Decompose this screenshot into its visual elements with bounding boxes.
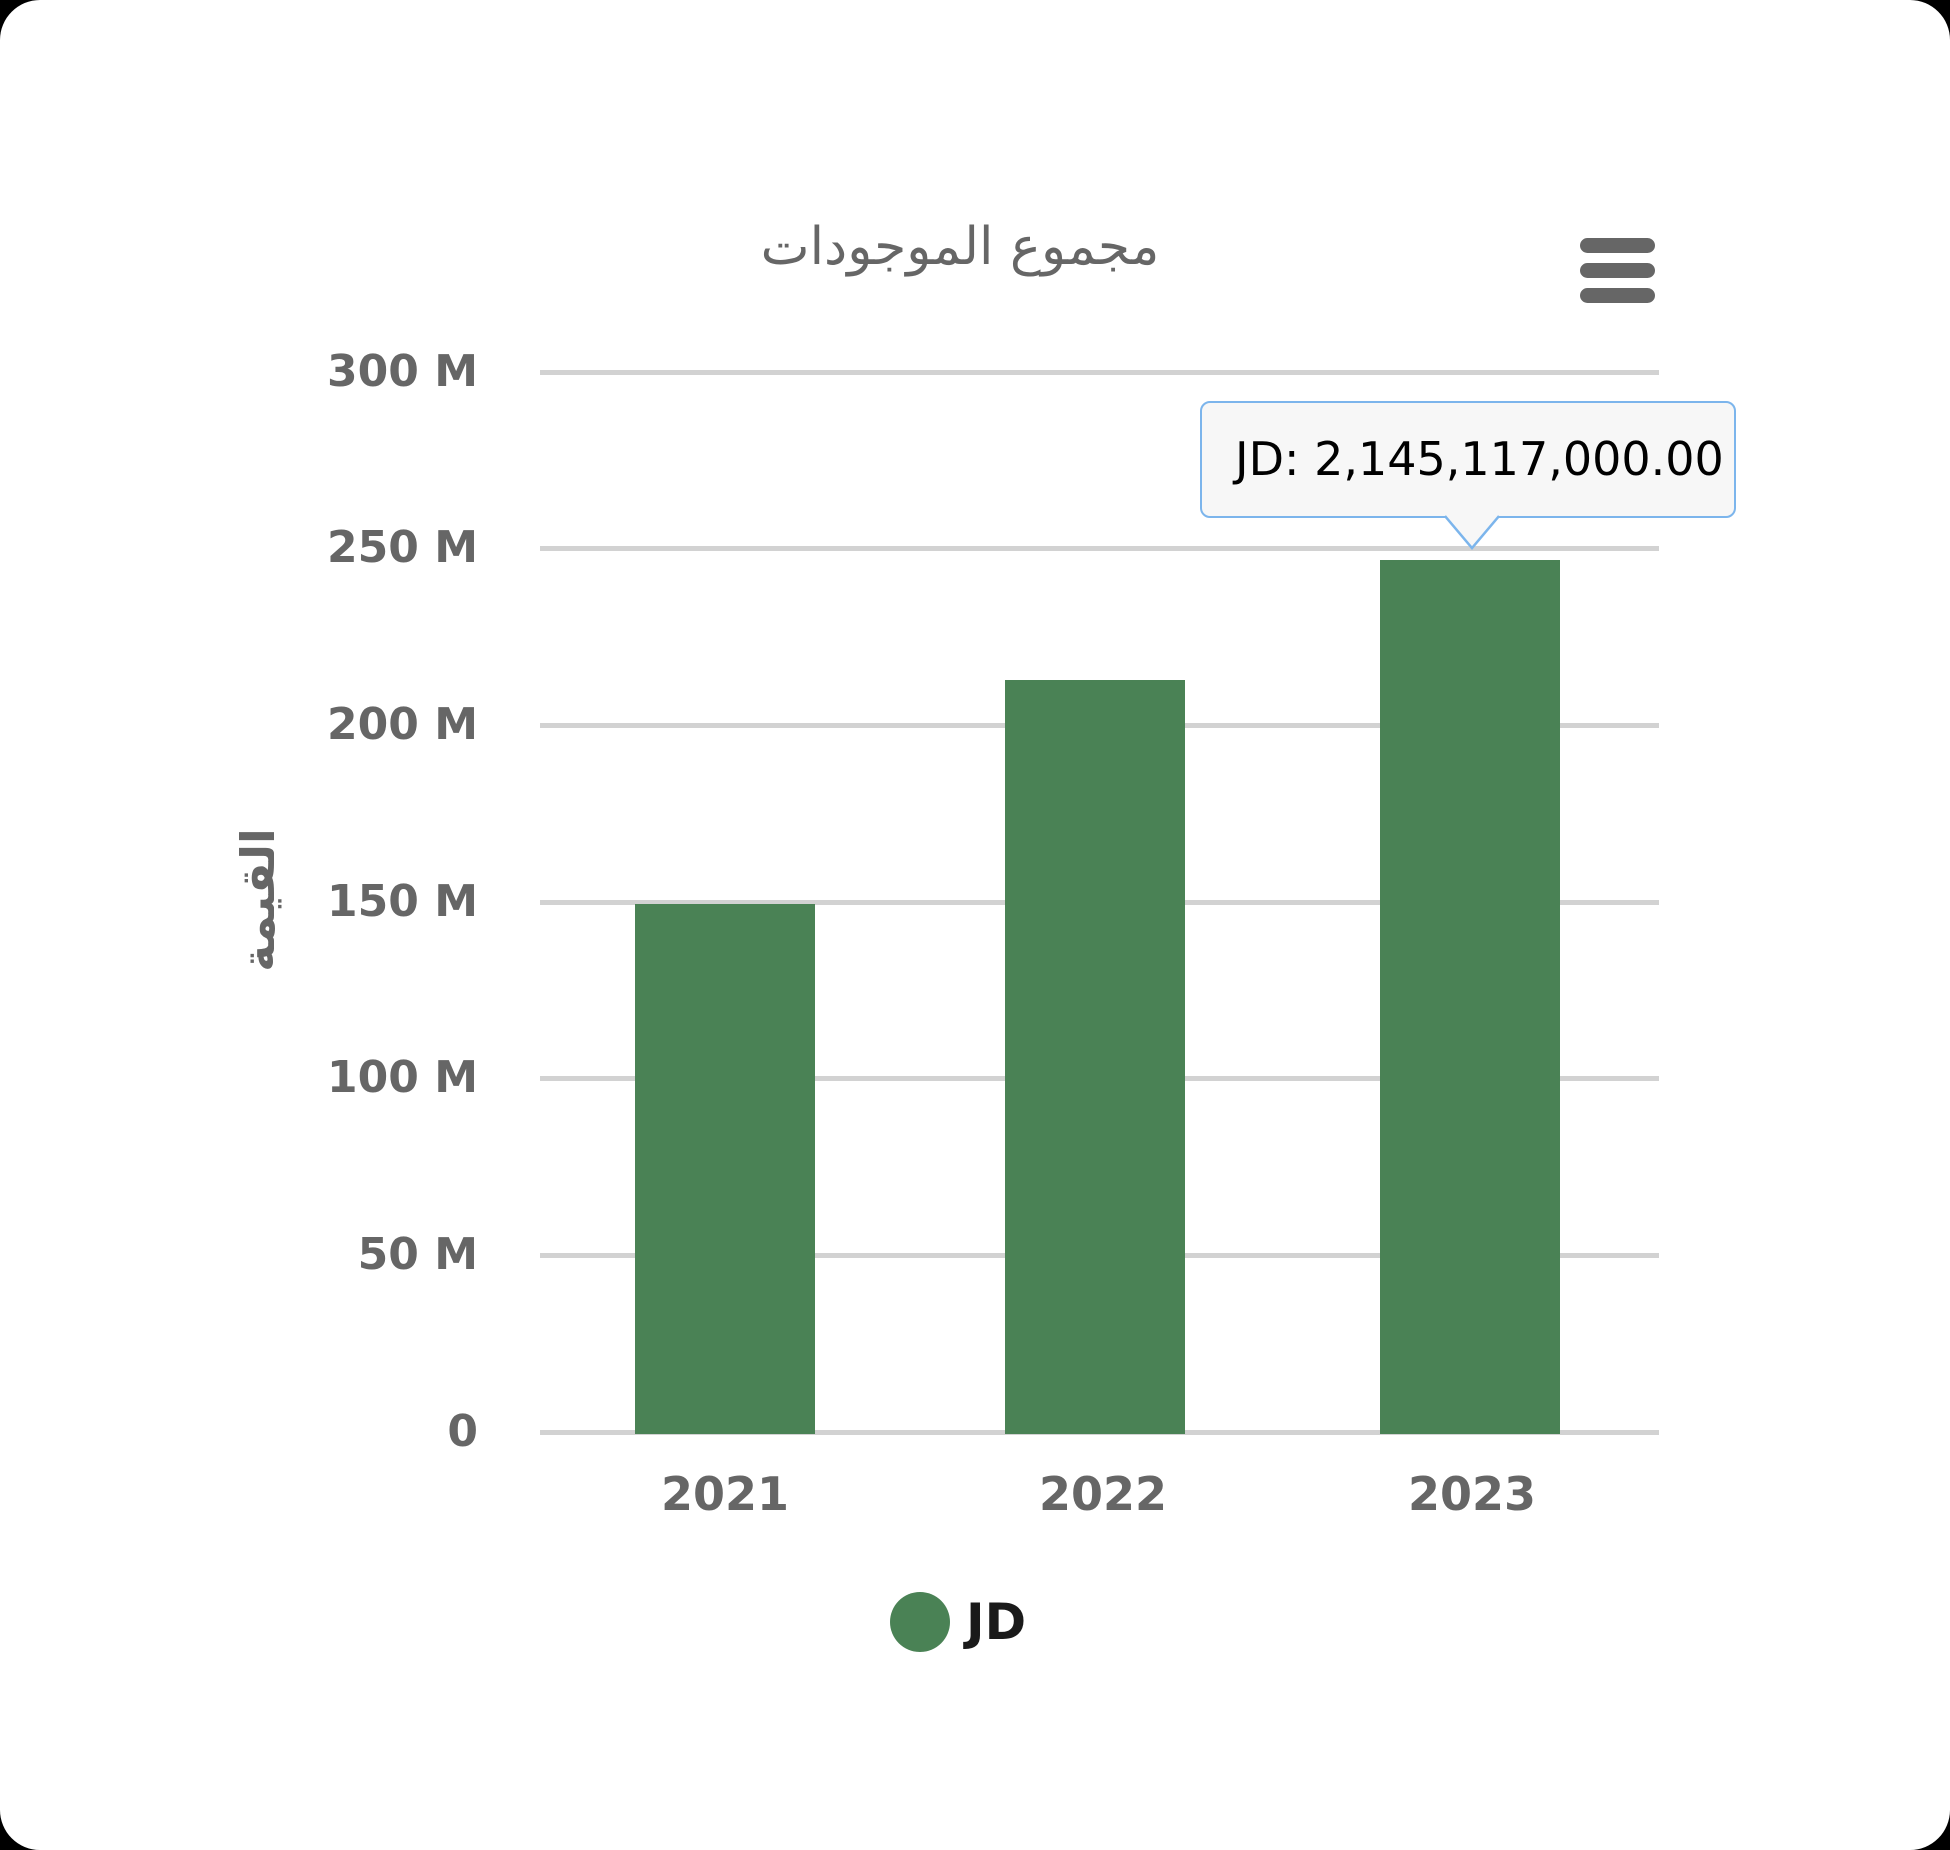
gridline-300m: [540, 370, 1659, 375]
x-tick-label: 2021: [660, 1467, 790, 1521]
chart-title: مجموع الموجودات: [760, 217, 1160, 277]
y-tick-label: 0: [447, 1406, 478, 1457]
legend-label: JD: [966, 1593, 1027, 1651]
bar-2021[interactable]: [635, 904, 815, 1434]
legend-item-jd[interactable]: JD: [890, 1590, 1026, 1654]
bar-2023[interactable]: [1380, 560, 1560, 1434]
x-tick-label: 2023: [1407, 1467, 1537, 1521]
y-tick-label: 200 M: [327, 699, 478, 750]
tooltip: JD: 2,145,117,000.00: [1200, 401, 1736, 518]
y-tick-label: 300 M: [327, 346, 478, 397]
tooltip-pointer-icon: [1445, 515, 1499, 550]
legend-circle-icon: [890, 1592, 950, 1652]
x-tick-label: 2022: [1038, 1467, 1168, 1521]
tooltip-text: JD: 2,145,117,000.00: [1235, 432, 1724, 486]
y-tick-label: 100 M: [327, 1052, 478, 1103]
chart-menu-button[interactable]: [1570, 232, 1660, 312]
y-tick-label: 50 M: [357, 1229, 478, 1280]
y-tick-label: 150 M: [327, 876, 478, 927]
bar-2022[interactable]: [1005, 680, 1185, 1434]
y-tick-label: 250 M: [327, 522, 478, 573]
gridline-250m: [540, 546, 1659, 551]
y-axis-title: القيمة: [231, 828, 285, 972]
